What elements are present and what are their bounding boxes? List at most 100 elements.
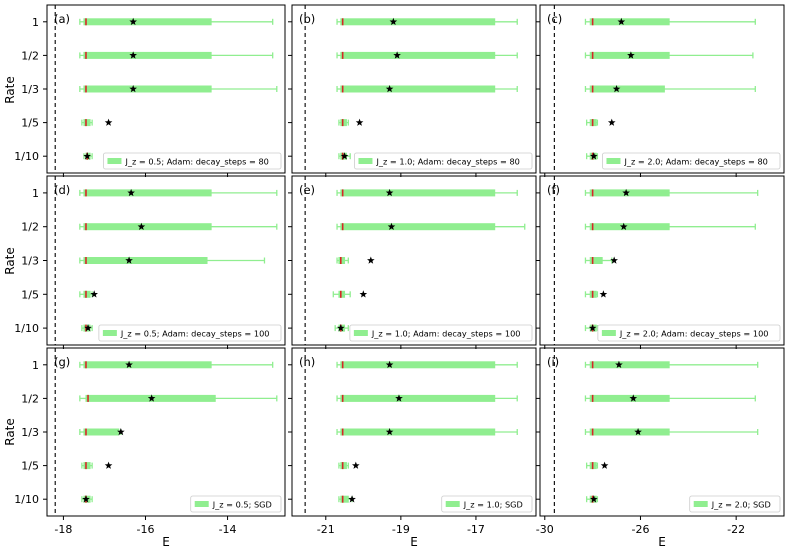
x-tick-label: -30 [536, 523, 554, 536]
y-tick-label: 1/3 [21, 426, 39, 439]
mean-marker [590, 152, 598, 160]
axes-frame [539, 175, 785, 346]
legend-text: J_z = 1.0; Adam: decay_steps = 80 [375, 157, 519, 167]
mean-marker [84, 324, 92, 332]
panel-label: (f) [547, 183, 560, 197]
box-1-over-2 [584, 51, 754, 59]
box-1-over-10 [81, 495, 93, 503]
box-1-over-3 [584, 85, 756, 93]
mean-marker [395, 394, 403, 402]
y-tick-label: 1/2 [21, 221, 39, 234]
mean-marker [104, 461, 113, 469]
box-iqr [83, 361, 212, 369]
legend-swatch [601, 330, 616, 336]
panel-label: (c) [547, 12, 562, 26]
mean-marker [352, 461, 360, 469]
panel-a: (a) 1 1/2 1/3 1/5 1/10 J_z = 0.5; Adam: decay_… [14, 4, 286, 177]
legend-frame [689, 495, 781, 513]
mean-marker [627, 51, 635, 59]
box-1-over-2 [79, 51, 274, 59]
x-tick-label: -21 [317, 523, 335, 536]
box-iqr [340, 394, 496, 402]
box-iqr [340, 18, 496, 26]
mean-marker [634, 428, 642, 436]
y-tick-label: 1/10 [14, 493, 39, 506]
legend-swatch [102, 330, 117, 336]
legend-swatch [353, 330, 368, 336]
panel-label: (h) [299, 355, 315, 369]
box-1-over-5 [79, 290, 98, 298]
legend: J_z = 1.0; Adam: decay_steps = 80 [354, 152, 533, 170]
box-1-over-2 [79, 222, 278, 231]
box-1-over-5 [81, 118, 113, 127]
box-1-over-10 [338, 495, 356, 503]
y-tick-label: 1/10 [14, 150, 39, 163]
mean-marker [129, 17, 137, 26]
box-iqr [340, 119, 347, 127]
box-1 [336, 360, 518, 369]
x-tick-label: -18 [54, 523, 72, 536]
box-iqr [589, 257, 603, 264]
box-iqr [338, 257, 346, 264]
axes-frame [291, 175, 537, 346]
box-1-over-5 [332, 290, 368, 298]
legend-swatch [107, 158, 122, 164]
box-iqr [338, 290, 346, 298]
mean-marker [619, 222, 628, 230]
box-iqr [340, 495, 349, 503]
box-1-over-2 [336, 394, 518, 402]
mean-marker [125, 360, 133, 369]
legend: J_z = 0.5; SGD [190, 495, 282, 513]
box-1-over-3 [584, 256, 618, 264]
box-1-over-5 [338, 118, 364, 127]
mean-marker [129, 85, 137, 93]
mean-marker [385, 85, 394, 93]
box-1-over-2 [79, 394, 278, 402]
box-iqr [589, 361, 670, 369]
legend-frame [98, 324, 282, 342]
mean-marker [359, 290, 368, 298]
box-1-over-10 [81, 324, 93, 332]
box-1-over-3 [336, 428, 518, 436]
box-iqr [83, 85, 212, 93]
box-1-over-3 [336, 85, 518, 93]
y-axis-label: Rate [3, 76, 17, 104]
y-tick-label: 1 [32, 16, 39, 29]
panel-label: (a) [54, 12, 70, 26]
box-iqr [589, 394, 670, 402]
legend-frame [349, 324, 533, 342]
box-1-over-5 [585, 118, 616, 127]
legend: J_z = 1.0; Adam: decay_steps = 100 [349, 324, 533, 342]
legend-frame [602, 152, 781, 170]
legend-text: J_z = 2.0; Adam: decay_steps = 100 [619, 329, 769, 339]
box-1-over-3 [79, 85, 278, 93]
legend-swatch [445, 501, 460, 507]
panel-f: (f) J_z = 2.0; Adam: decay_steps = 100 [536, 175, 785, 349]
mean-marker [82, 495, 90, 503]
legend-text: J_z = 2.0; Adam: decay_steps = 80 [623, 157, 767, 167]
mean-marker [127, 188, 135, 197]
box-iqr [589, 223, 670, 231]
y-tick-label: 1/3 [21, 255, 39, 268]
mean-marker [610, 256, 618, 264]
mean-marker [340, 152, 349, 160]
legend: J_z = 2.0; Adam: decay_steps = 100 [597, 324, 781, 342]
panel-g: (g) 1 1/2 1/3 1/5 1/10 -18 -16 -14 J_z = 0.5; SGD [14, 347, 286, 536]
legend-text: J_z = 0.5; Adam: decay_steps = 100 [120, 329, 270, 339]
y-axis-label: Rate [3, 418, 17, 446]
mean-marker [90, 290, 98, 298]
panel-i: (i) -30 -26 -22 J_z = 2.0; SGD [536, 347, 785, 536]
mean-marker [104, 118, 113, 126]
mean-marker [137, 222, 146, 230]
mean-marker [599, 290, 608, 298]
box-1-over-2 [336, 51, 518, 59]
mean-marker [337, 324, 345, 332]
box-1-over-5 [585, 461, 609, 470]
legend-text: J_z = 0.5; Adam: decay_steps = 80 [124, 157, 268, 167]
box-iqr [83, 189, 212, 197]
box-1 [79, 188, 278, 197]
box-iqr [340, 361, 496, 369]
y-tick-label: 1/3 [21, 83, 39, 96]
box-1-over-10 [585, 152, 599, 160]
y-tick-label: 1/5 [21, 460, 39, 473]
